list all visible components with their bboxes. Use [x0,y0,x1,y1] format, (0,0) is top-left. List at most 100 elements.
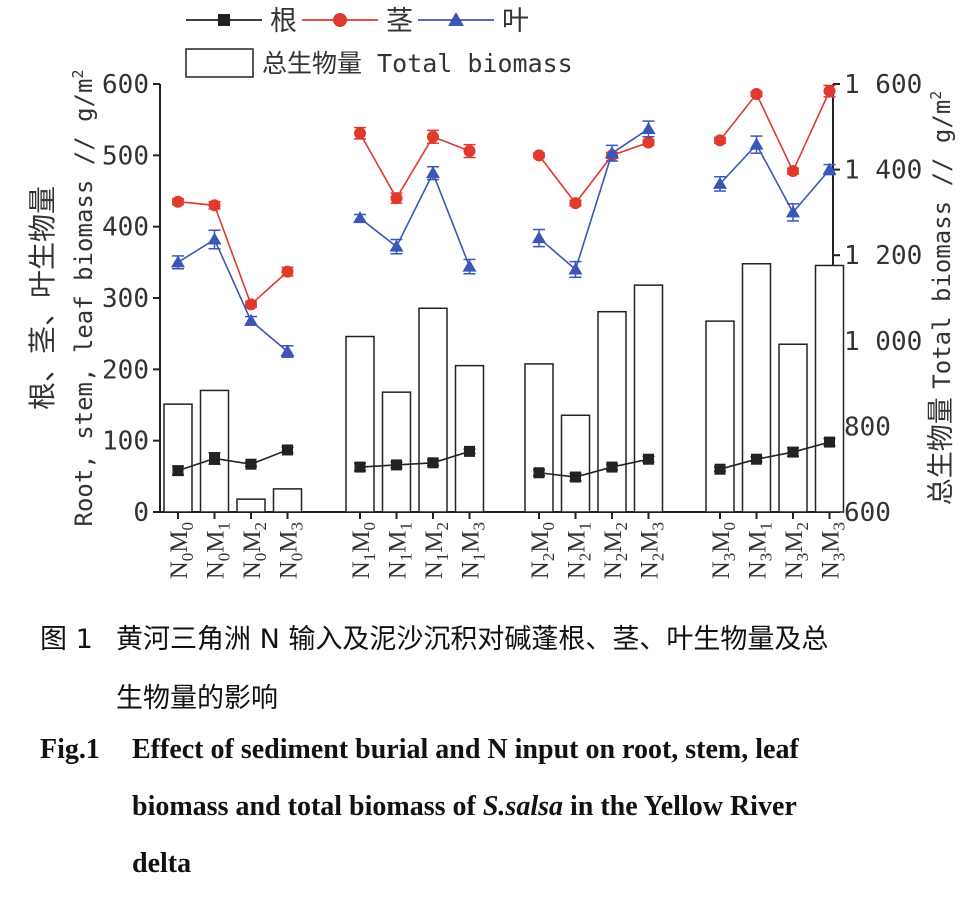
x-tick-label: N1M3 [458,522,489,579]
stem-point [463,145,476,158]
root-point [391,459,402,471]
root-point [824,436,835,448]
x-tick-label: N3M2 [781,522,812,579]
x-tick-label: N0M1 [203,522,234,579]
caption-en-line2-pre: biomass and total biomass of [132,791,483,822]
x-tick-label: N0M2 [239,522,270,579]
series-line-segment [538,128,649,271]
legend-label-leaf: 叶 [502,6,529,37]
root-point [282,444,293,456]
root-point [533,467,545,479]
leaf-point [568,262,583,275]
stem-point [750,87,763,100]
legend-label-root: 根 [270,6,297,37]
series-lines [171,84,837,483]
leaf-point [462,259,477,272]
leaf-point [426,166,440,179]
caption-en-line2-post: in the Yellow River [563,791,797,822]
total-biomass-bar [597,310,627,513]
right-axis-label: 总生物量 Total biomass // g/m2 [926,91,957,506]
stem-point [281,265,294,278]
leaf-point [786,205,800,218]
total-biomass-bar [163,403,193,513]
total-biomass-bar [560,414,591,513]
series-line-segment [719,441,830,470]
series-line-segment [359,171,471,267]
total-biomass-bar [418,307,448,513]
root-point [714,463,726,475]
series-line-segment [177,238,289,353]
biomass-chart: 0 100 200 300 400 500 600 600 800 1 000 1 200 1 400… [26,6,957,579]
right-tick-label: 600 [844,498,891,528]
left-tick-label: 600 [102,70,149,100]
total-biomass-bar [524,363,554,513]
series-line-segment [359,450,470,468]
root-point [464,445,475,457]
series-line-segment [538,458,649,478]
bars [163,263,845,513]
total-biomass-bar [814,264,845,513]
leaf-point [605,146,619,159]
x-tick-label: N2M2 [600,522,631,579]
root-point [354,461,366,473]
x-tick-label: N3M1 [745,522,776,579]
left-axis-label-en: Root, stem, leaf biomass // g/m2 [69,70,98,527]
stem-point [533,149,545,162]
series-line-segment [538,141,649,205]
root-point [245,458,257,470]
caption-en-line3: delta [132,848,192,879]
left-tick-label: 400 [102,213,149,243]
leaf-point [353,211,367,224]
stem-point [354,127,366,140]
stem-point [427,130,439,143]
total-biomass-bar [454,364,485,513]
stem-point [787,165,799,178]
total-biomass-bar [778,343,808,513]
legend-circle-marker [333,13,347,27]
left-tick-label: 0 [133,498,149,528]
series-line-segment [177,200,289,306]
x-tick-label: N3M0 [708,522,739,579]
x-tick-label: N0M3 [276,522,307,579]
caption-en-line1: Effect of sediment burial and N input on… [132,734,799,765]
root-point [570,471,581,483]
root-point [209,453,220,464]
right-tick-label: 1 200 [844,241,922,271]
left-tick-label: 500 [102,141,149,171]
leaf-point [171,255,185,268]
x-tick-label: N2M1 [564,522,595,579]
total-biomass-bar [633,284,664,513]
series-root [172,436,836,483]
stem-point [208,199,221,212]
total-biomass-bar [705,320,735,513]
caption-en-label: Fig.1 [40,734,100,765]
right-tick-label: 1 400 [844,156,922,186]
series-line-segment [177,449,288,472]
caption-cn-line2: 生物量的影响 [116,683,278,714]
left-tick-label: 200 [102,355,149,385]
total-biomass-bar [236,498,266,513]
caption-cn-line1: 黄河三角洲 N 输入及泥沙沉积对碱蓬根、茎、叶生物量及总 [116,624,829,655]
total-biomass-bar [741,263,772,513]
stem-point [823,85,836,98]
x-tick-label: N2M0 [527,522,558,579]
caption-en-line2: biomass and total biomass of S.salsa in … [132,791,797,823]
right-tick-label: 1 000 [844,327,922,357]
leaf-point [532,231,546,244]
leaf-point [641,121,656,134]
root-point [643,453,654,465]
left-tick-label: 300 [102,284,149,314]
stem-point [245,298,257,311]
x-tick-label: N1M2 [421,522,452,579]
leaf-point [389,239,404,252]
series-line-segment [719,143,831,214]
leaf-point [822,162,837,175]
legend-label-stem: 茎 [386,6,413,37]
total-biomass-bar [381,391,412,513]
stem-point [172,195,184,208]
x-tick-label: N2M3 [637,522,668,579]
legend-label-total: 总生物量 Total biomass [262,49,573,78]
stem-point [714,134,726,147]
root-point [172,465,184,477]
